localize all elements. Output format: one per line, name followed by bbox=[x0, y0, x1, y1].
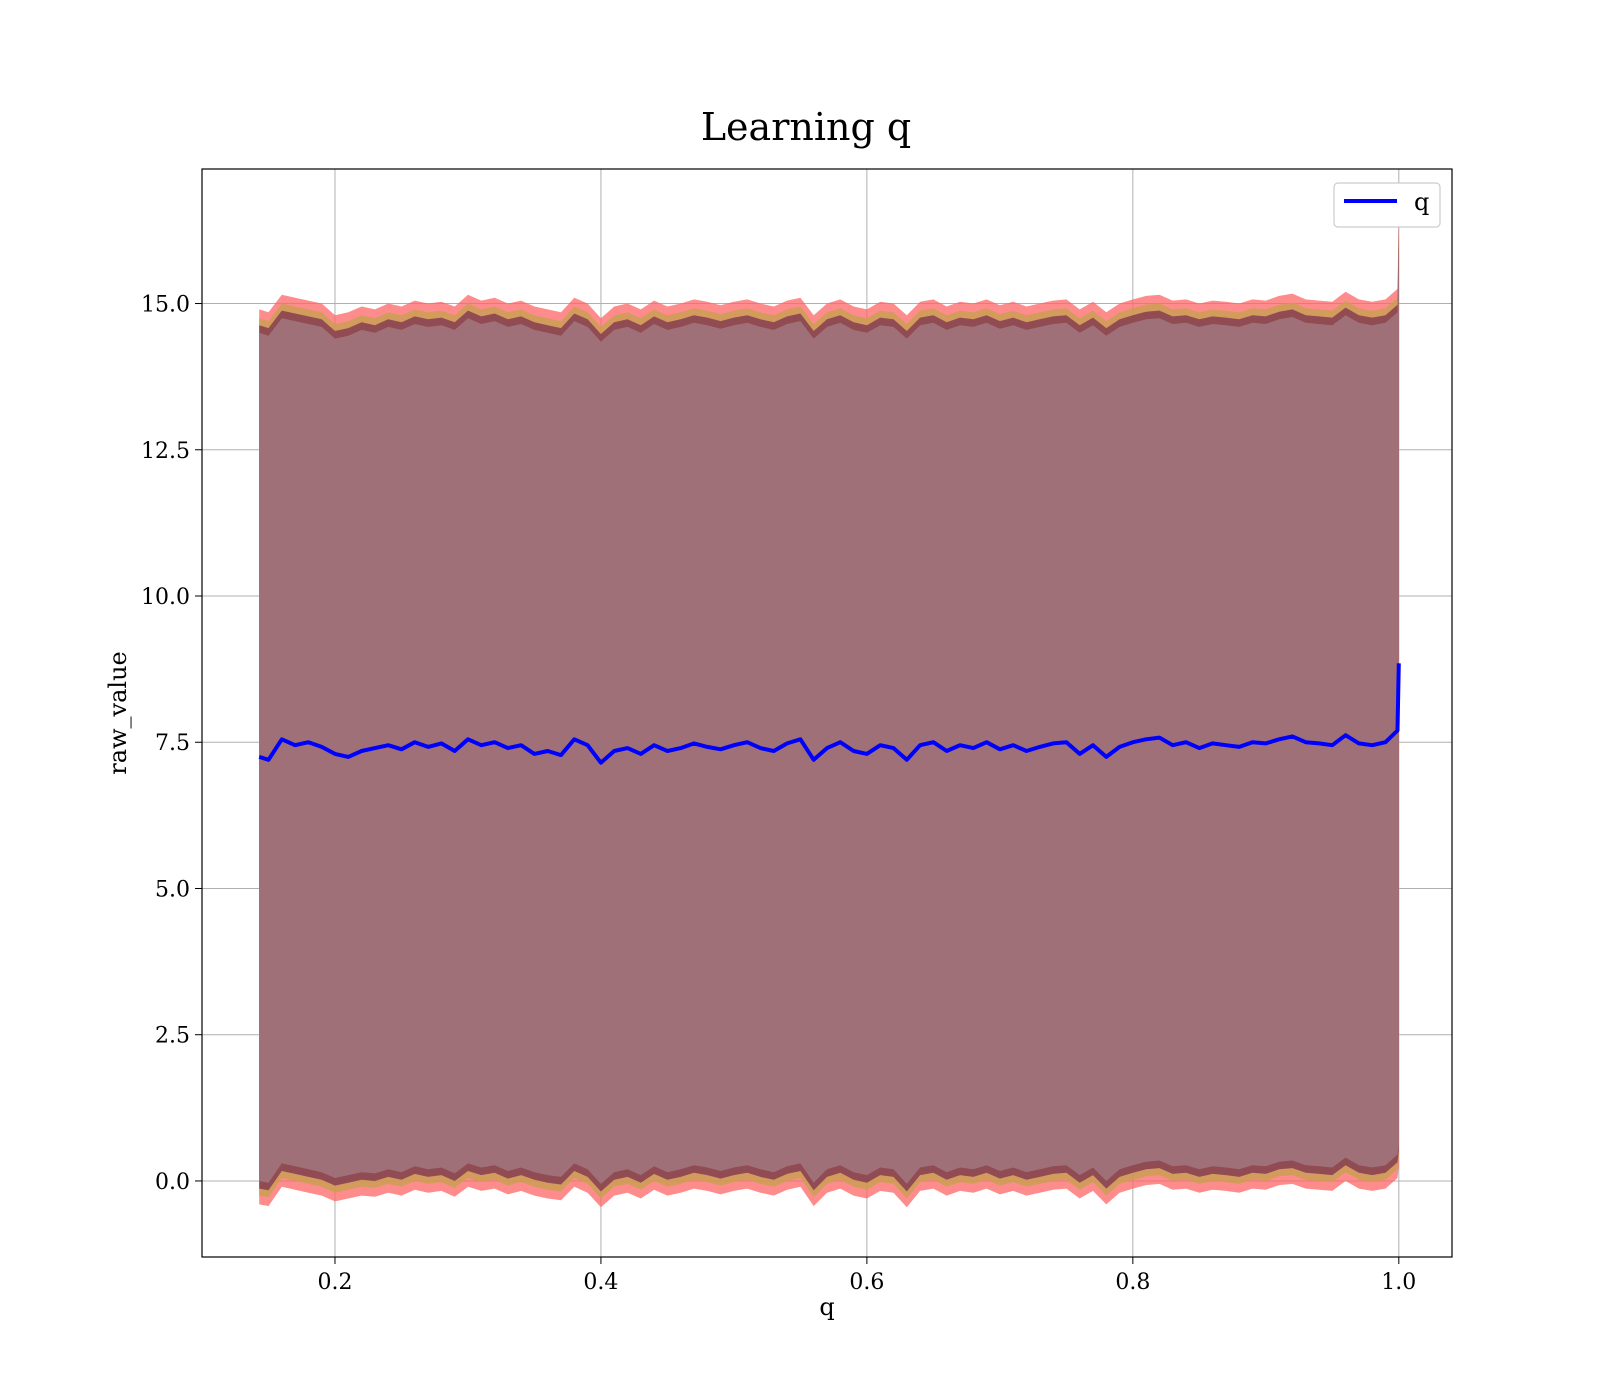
y-tick-label: 5.0 bbox=[155, 877, 190, 902]
x-tick-label: 0.2 bbox=[317, 1270, 352, 1295]
y-tick-label: 7.5 bbox=[155, 731, 190, 756]
x-axis: 0.2 0.4 0.6 0.8 1.0 bbox=[317, 1257, 1416, 1295]
legend: q bbox=[1333, 182, 1441, 228]
band-fill bbox=[259, 230, 1399, 1184]
x-tick-label: 1.0 bbox=[1381, 1270, 1416, 1295]
y-tick-label: 12.5 bbox=[141, 439, 190, 464]
x-tick-label: 0.6 bbox=[849, 1270, 884, 1295]
y-tick-label: 2.5 bbox=[155, 1024, 190, 1049]
legend-box bbox=[1333, 182, 1441, 228]
x-tick-label: 0.4 bbox=[583, 1270, 618, 1295]
legend-label-q: q bbox=[1414, 188, 1429, 216]
y-axis-label: raw_value bbox=[104, 651, 132, 775]
plot-frame bbox=[201, 168, 1453, 1258]
y-axis: 0.0 2.5 5.0 7.5 10.0 12.5 15.0 bbox=[141, 293, 202, 1195]
y-tick-label: 0.0 bbox=[155, 1170, 190, 1195]
x-tick-label: 0.8 bbox=[1115, 1270, 1150, 1295]
line-layer bbox=[258, 663, 1401, 765]
chart-title: Learning q bbox=[701, 105, 911, 149]
x-axis-label: q bbox=[819, 1293, 834, 1321]
y-tick-label: 10.0 bbox=[141, 585, 190, 610]
series-line-q bbox=[258, 663, 1401, 765]
plot-area bbox=[201, 168, 1453, 1258]
y-tick-label: 15.0 bbox=[141, 293, 190, 318]
band-layer bbox=[259, 207, 1399, 1208]
